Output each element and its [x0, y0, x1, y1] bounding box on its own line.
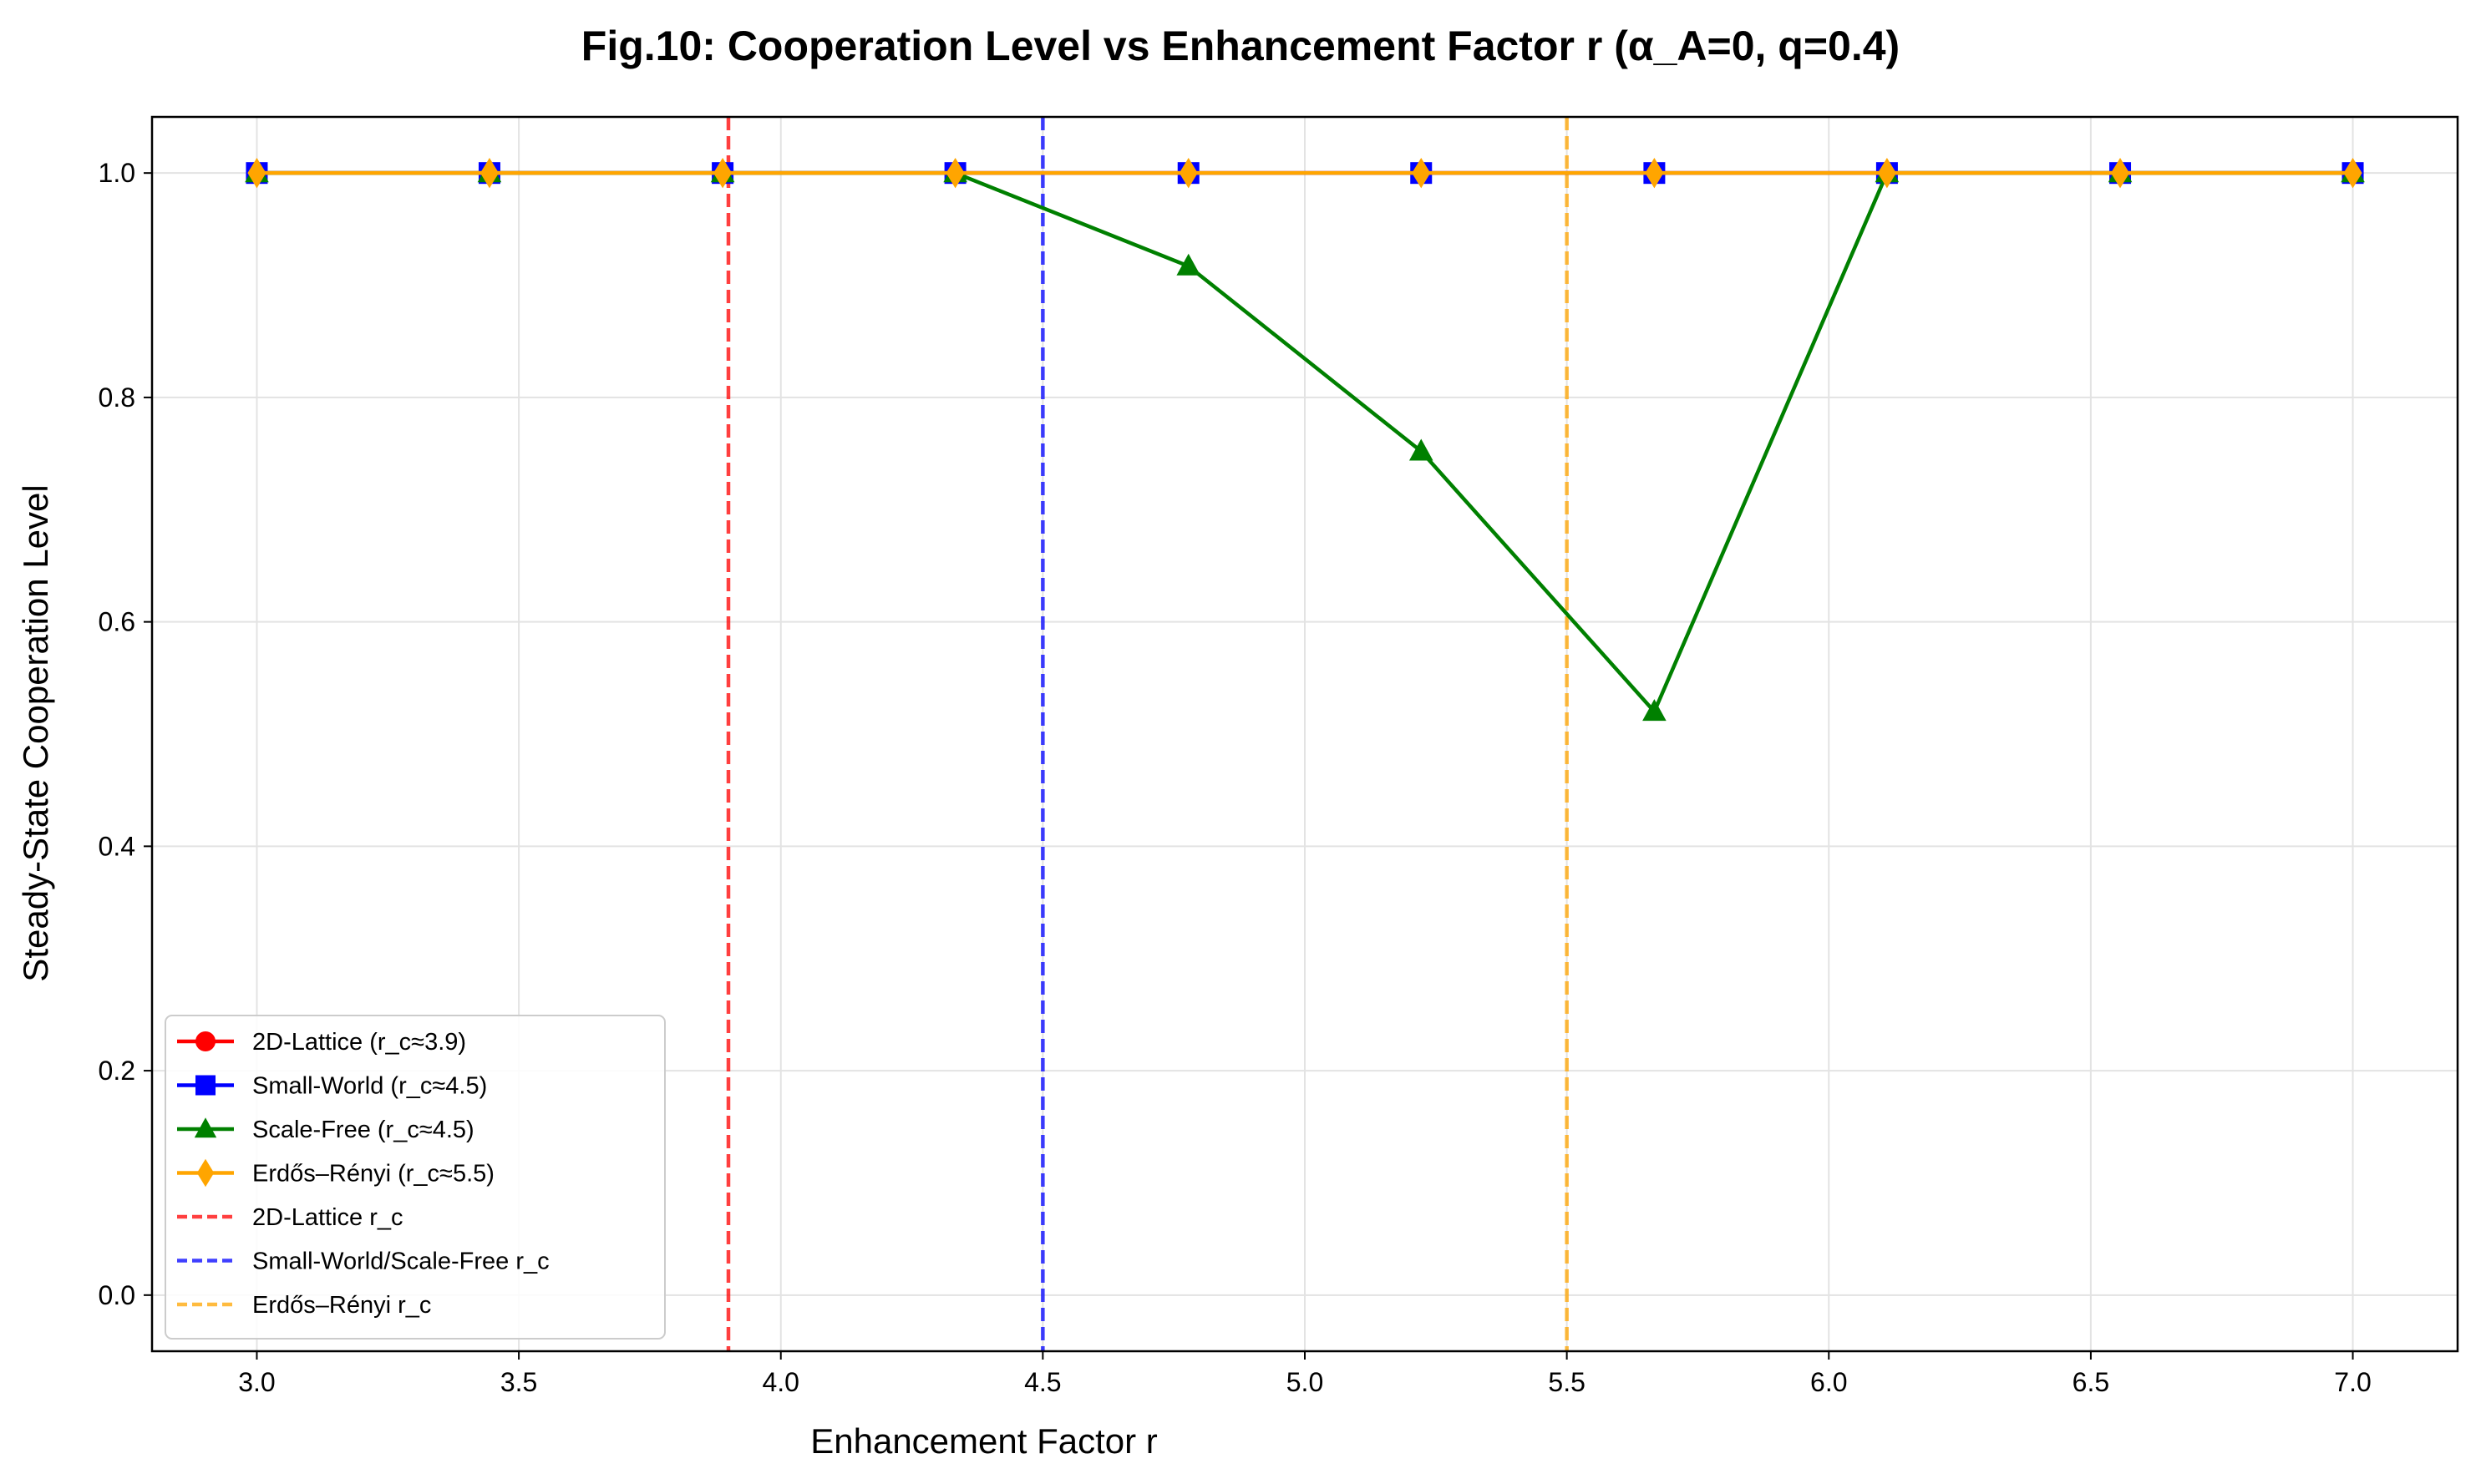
legend-box: [165, 1015, 666, 1340]
y-tick-label: 0.2: [99, 1056, 135, 1086]
x-tick-label: 4.5: [1024, 1367, 1061, 1397]
x-tick-label: 5.5: [1548, 1367, 1585, 1397]
data-point: [479, 157, 500, 189]
data-point: [194, 1117, 217, 1138]
ticks: 3.0 3.5 4.0 4.5 5.0 5.5 6.0 6.5 7.0 0.0 0.2 0.4 0.6 0…: [99, 158, 2372, 1397]
series-diamond: [247, 157, 2362, 189]
data-point: [2343, 157, 2362, 189]
legend-label: Small-World (r_c≈4.5): [252, 1073, 487, 1100]
data-point: [1642, 699, 1667, 722]
x-tick-label: 4.0: [762, 1367, 799, 1397]
data-point: [1645, 157, 1664, 189]
x-tick-label: 5.0: [1286, 1367, 1323, 1397]
data-point: [2110, 157, 2130, 189]
x-tick-label: 7.0: [2334, 1367, 2371, 1397]
y-axis-label: Steady-State Cooperation Level: [16, 484, 55, 981]
data-point: [1176, 253, 1201, 276]
y-tick-label: 1.0: [99, 158, 135, 188]
series: [245, 157, 2365, 722]
y-tick-label: 0.0: [99, 1280, 135, 1310]
data-point: [195, 1075, 216, 1096]
data-point: [1877, 157, 1896, 189]
x-axis-label: Enhancement Factor r: [810, 1421, 1158, 1461]
legend-label: 2D-Lattice (r_c≈3.9): [252, 1029, 466, 1056]
data-point: [946, 157, 965, 189]
x-tick-label: 6.0: [1810, 1367, 1847, 1397]
legend-label: Erdős–Rényi (r_c≈5.5): [252, 1161, 495, 1188]
x-tick-label: 3.0: [238, 1367, 275, 1397]
y-tick-label: 0.8: [99, 382, 135, 413]
data-point: [1408, 438, 1433, 461]
data-point: [1179, 157, 1198, 189]
data-point: [1412, 157, 1431, 189]
y-tick-label: 0.4: [99, 831, 135, 861]
y-tick-label: 0.6: [99, 607, 135, 637]
critical-lines: [726, 117, 1569, 1351]
legend-label: 2D-Lattice r_c: [252, 1204, 403, 1231]
legend-label: Scale-Free (r_c≈4.5): [252, 1117, 474, 1143]
legend: 2D-Lattice (r_c≈3.9) Small-World (r_c≈4.5…: [165, 1015, 666, 1340]
x-tick-label: 3.5: [500, 1367, 537, 1397]
x-tick-label: 6.5: [2073, 1367, 2109, 1397]
legend-label: Small-World/Scale-Free r_c: [252, 1248, 550, 1275]
data-point: [247, 157, 266, 189]
data-point: [713, 157, 733, 189]
data-point: [195, 1031, 216, 1051]
legend-label: Erdős–Rényi r_c: [252, 1292, 431, 1319]
data-point: [196, 1158, 215, 1188]
chart-title: Fig.10: Cooperation Level vs Enhancement…: [581, 23, 1900, 69]
